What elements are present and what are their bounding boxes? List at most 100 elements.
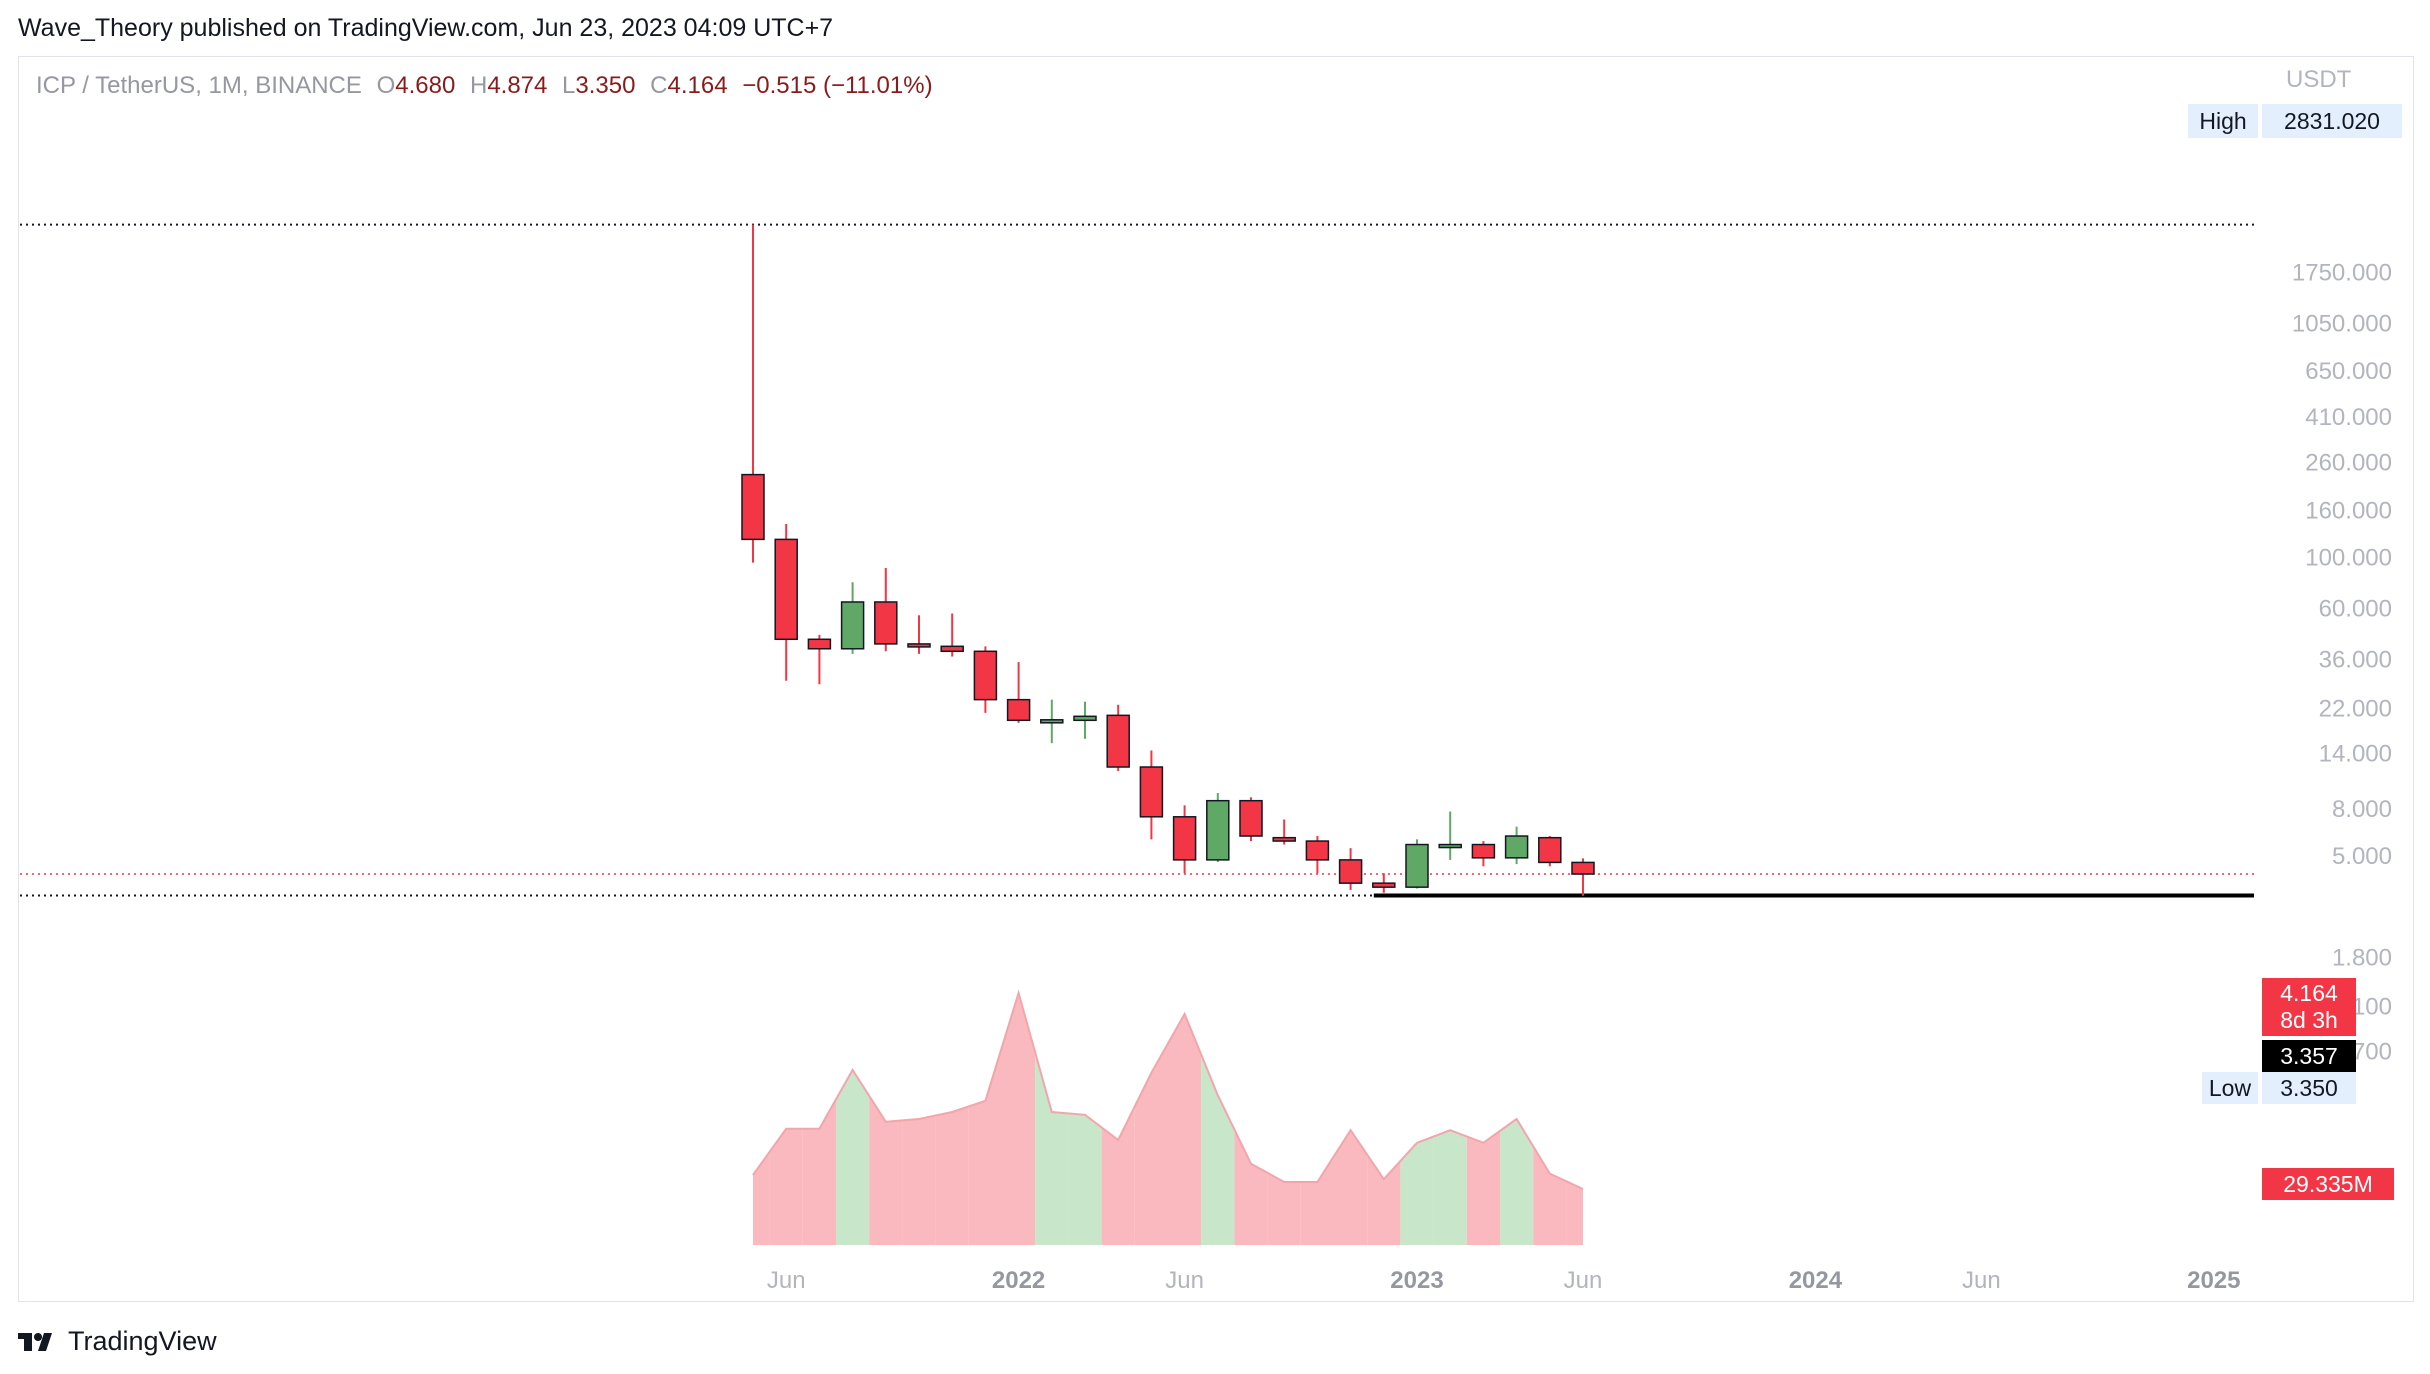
crosshair-price-tag: 3.357 [2262,1040,2356,1072]
volume-segment [1433,1130,1467,1245]
y-tick-label: 260.000 [2305,449,2392,476]
volume-segment [802,1099,836,1245]
volume-segment [1035,1052,1069,1245]
close-value: 4.164 [667,72,728,99]
candle-body [1073,715,1097,722]
x-tick-label: Jun [767,1267,806,1294]
y-tick-label: 1050.000 [2292,310,2392,337]
volume-segment [1500,1119,1534,1245]
change-value: −0.515 (−11.01%) [742,72,933,99]
last-price-value: 4.164 [2280,980,2338,1006]
volume-segment [935,1106,969,1245]
y-tick-label: 410.000 [2305,404,2392,431]
x-tick-label: 2022 [992,1267,1045,1294]
low-label: L [562,72,576,99]
candle-body [741,473,765,541]
candle-body [840,601,865,650]
y-tick-label: 650.000 [2305,358,2392,385]
volume-segment [1566,1181,1583,1245]
x-tick-label: Jun [1564,1267,1603,1294]
candle-body [1139,766,1164,818]
high-tag-value: 2831.020 [2262,104,2402,138]
time-axis[interactable]: Jun 2022 Jun 2023 Jun 2024 Jun 2025 [767,1267,2241,1294]
candle-body [1040,719,1064,724]
candle-body [1106,714,1130,768]
volume-outline [752,989,1584,1190]
candle-body [1239,799,1263,837]
open-value: 4.680 [395,72,456,99]
volume-segment [836,1070,870,1245]
candle-body [1504,835,1529,859]
y-tick-label: 160.000 [2305,498,2392,525]
symbol-legend[interactable]: ICP / TetherUS, 1M, BINANCE O4.680 H4.87… [36,72,933,100]
x-tick-label: 2025 [2187,1267,2240,1294]
volume-segment [1101,1106,1135,1245]
volume-segment [1267,1172,1301,1245]
y-tick-label: 60.000 [2319,595,2392,622]
price-axis[interactable]: 1750.000 1050.000 650.000 410.000 260.000 160… [2292,260,2392,1066]
y-tick-label: 1750.000 [2292,260,2392,287]
candle-body [973,650,998,701]
candle-body [940,645,964,653]
symbol-name[interactable]: ICP / TetherUS, 1M, BINANCE [36,72,362,99]
candle-body [1006,698,1031,722]
volume-segment [1134,1043,1168,1245]
candle-body [1305,840,1330,861]
candles [741,224,1595,896]
y-tick-label: 36.000 [2319,646,2392,673]
volume-segment [1334,1130,1368,1245]
footer-brand[interactable]: TradingView [18,1326,217,1357]
chart-frame[interactable] [18,56,2414,1302]
bar-countdown: 8d 3h [2280,1007,2338,1033]
volume-segment [1168,1014,1202,1245]
footer-brand-text[interactable]: TradingView [68,1326,217,1356]
candle-body [1272,836,1296,842]
candle-body [1471,843,1496,859]
volume-segment [1367,1154,1401,1245]
close-label: C [650,72,668,99]
high-label: H [469,72,488,99]
axis-currency[interactable]: USDT [2286,66,2352,93]
y-tick-label: 14.000 [2319,740,2392,767]
low-value: 3.350 [575,72,636,99]
volume-segment [769,1128,803,1245]
candle-body [1538,836,1562,864]
candle-body [907,643,931,648]
volume-segment [1201,1054,1235,1245]
tradingview-logo-icon [18,1332,52,1351]
candle-body [1206,799,1230,861]
volume-segment [1400,1136,1434,1245]
volume-segment [1300,1156,1334,1245]
candle-body [1338,859,1363,884]
volume-segment [1234,1129,1268,1245]
y-tick-label: 100.000 [2305,545,2392,572]
x-tick-label: Jun [1962,1267,2001,1294]
x-tick-label: 2024 [1789,1267,1843,1294]
candle-body [1405,843,1429,888]
y-tick-label: 22.000 [2319,695,2392,722]
y-tick-label: 8.000 [2332,796,2392,823]
y-tick-label: 1.800 [2332,945,2392,972]
candle-body [774,538,798,641]
volume-segment [869,1095,903,1245]
low-tag-value: 3.350 [2262,1072,2356,1104]
x-tick-label: Jun [1165,1267,1204,1294]
volume-segment [968,1046,1002,1245]
volume-area [752,989,1584,1245]
volume-segment [902,1115,936,1245]
publish-info: Wave_Theory published on TradingView.com… [18,14,834,42]
open-label: O [376,72,396,99]
last-price-tag: 4.164 8d 3h [2262,978,2356,1036]
candle-body [1571,861,1595,875]
price-lines [20,223,2254,898]
low-tag-label: Low [2202,1072,2258,1104]
volume-segment [1068,1113,1102,1245]
high-value: 4.874 [487,72,548,99]
volume-tag: 29.335M [2262,1168,2394,1200]
high-tag-label: High [2188,104,2258,138]
candle-body [1172,816,1197,861]
volume-segment [753,1151,770,1245]
candle-body [1438,843,1462,849]
x-tick-label: 2023 [1390,1267,1443,1294]
